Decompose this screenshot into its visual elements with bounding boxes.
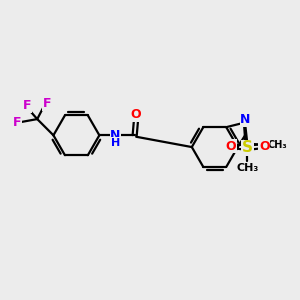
Text: S: S: [242, 140, 253, 155]
Text: H: H: [111, 138, 121, 148]
Text: O: O: [225, 140, 236, 153]
Text: F: F: [23, 99, 31, 112]
Text: O: O: [259, 140, 270, 153]
Text: N: N: [240, 113, 250, 126]
Text: F: F: [43, 97, 51, 110]
Text: F: F: [13, 116, 22, 128]
Text: O: O: [131, 108, 142, 121]
Text: CH₃: CH₃: [236, 163, 259, 173]
Text: N: N: [110, 129, 121, 142]
Text: CH₃: CH₃: [268, 140, 287, 150]
